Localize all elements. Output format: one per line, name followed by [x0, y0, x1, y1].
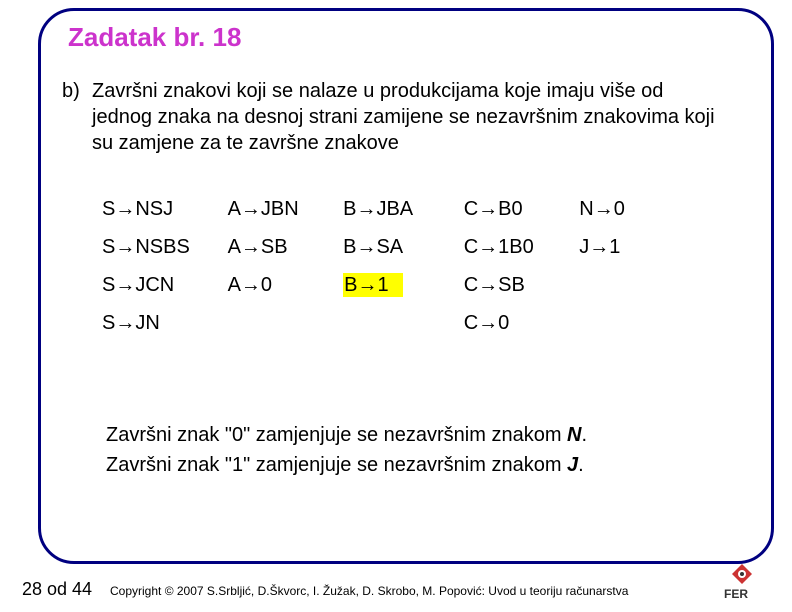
prod-cell: C→SB: [464, 274, 574, 297]
note-pre: Završni znak "0" zamjenjuje se nezavršni…: [106, 424, 567, 446]
note-post: .: [582, 424, 588, 446]
svg-text:FER: FER: [724, 587, 748, 600]
notes-block: Završni znak "0" zamjenjuje se nezavršni…: [106, 420, 587, 480]
prod-cell: S→NSBS: [102, 236, 222, 259]
prod-cell: B→1: [343, 274, 458, 297]
copyright-text: Copyright © 2007 S.Srbljić, D.Škvorc, I.…: [110, 584, 628, 598]
prod-cell: A→0: [228, 274, 338, 297]
prod-cell: C→B0: [464, 198, 574, 221]
table-row: S→NSJ A→JBN B→JBA C→B0 N→0: [102, 198, 659, 236]
prod-cell: S→JCN: [102, 274, 222, 297]
prod-cell: A→JBN: [228, 198, 338, 221]
prod-cell: N→0: [579, 198, 659, 221]
prod-cell: J→1: [579, 236, 659, 259]
note-em: J: [567, 454, 578, 476]
prod-cell: A→SB: [228, 236, 338, 259]
highlighted-cell: B→1: [343, 273, 402, 297]
productions-table: S→NSJ A→JBN B→JBA C→B0 N→0 S→NSBS A→SB B…: [102, 198, 659, 350]
note-line: Završni znak "1" zamjenjuje se nezavršni…: [106, 450, 587, 480]
prod-cell: B→SA: [343, 236, 458, 259]
table-row: S→JN C→0: [102, 312, 659, 350]
body-text: Završni znakovi koji se nalaze u produkc…: [92, 78, 722, 156]
prod-cell: C→0: [464, 312, 574, 335]
footer: 28 od 44 Copyright © 2007 S.Srbljić, D.Š…: [0, 572, 792, 602]
body-paragraph: b)Završni znakovi koji se nalaze u produ…: [62, 78, 752, 156]
page-number: 28 od 44: [22, 579, 92, 600]
table-row: S→NSBS A→SB B→SA C→1B0 J→1: [102, 236, 659, 274]
note-post: .: [578, 454, 584, 476]
note-em: N: [567, 424, 581, 446]
prod-cell: S→JN: [102, 312, 222, 335]
prod-cell: B→JBA: [343, 198, 458, 221]
note-pre: Završni znak "1" zamjenjuje se nezavršni…: [106, 454, 567, 476]
table-row: S→JCN A→0 B→1 C→SB: [102, 274, 659, 312]
list-marker: b): [62, 78, 92, 104]
slide-title: Zadatak br. 18: [68, 22, 241, 53]
fer-logo-icon: FER: [722, 562, 770, 600]
prod-cell: C→1B0: [464, 236, 574, 259]
prod-cell: S→NSJ: [102, 198, 222, 221]
note-line: Završni znak "0" zamjenjuje se nezavršni…: [106, 420, 587, 450]
